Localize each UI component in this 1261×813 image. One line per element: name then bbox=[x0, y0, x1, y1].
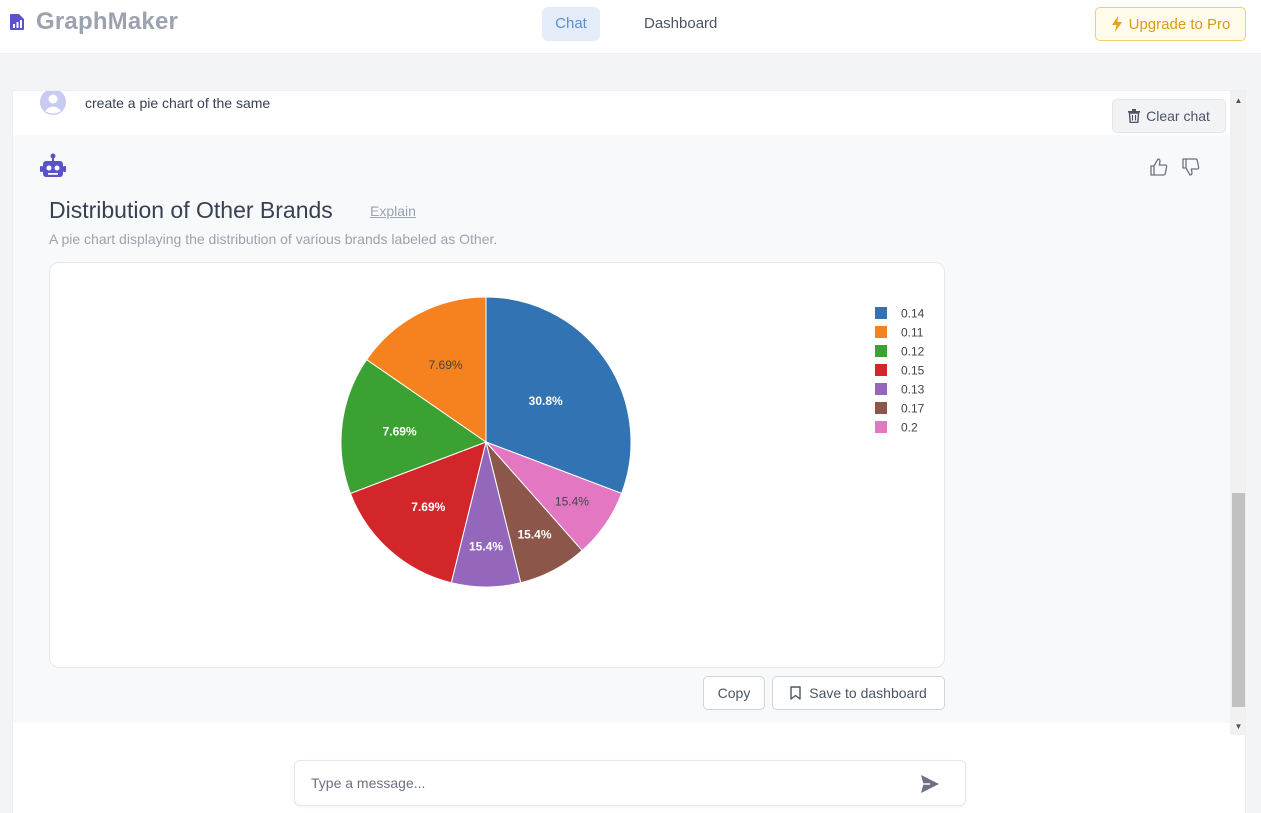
bot-message: Distribution of Other Brands Explain A p… bbox=[13, 135, 1230, 723]
message-input[interactable] bbox=[295, 761, 905, 805]
chart-title: Distribution of Other Brands bbox=[49, 197, 333, 223]
legend-swatch-0.12[interactable] bbox=[875, 345, 887, 357]
pie-label-0.15: 7.69% bbox=[411, 500, 445, 514]
legend-label-0.13[interactable]: 0.13 bbox=[901, 383, 925, 397]
pie-label-0.11: 7.69% bbox=[429, 358, 463, 372]
upgrade-button[interactable]: Upgrade to Pro bbox=[1095, 7, 1246, 41]
app-name: GraphMaker bbox=[36, 8, 179, 35]
lightning-icon bbox=[1111, 16, 1122, 32]
legend-swatch-0.14[interactable] bbox=[875, 307, 887, 319]
tab-dashboard[interactable]: Dashboard bbox=[644, 15, 718, 32]
clear-chat-label: Clear chat bbox=[1146, 108, 1210, 124]
pie-label-0.17: 15.4% bbox=[518, 527, 552, 541]
legend-swatch-0.2[interactable] bbox=[875, 421, 887, 433]
pie-chart[interactable]: 30.8% 15.4% 15.4% 15.4% 7.69% 7.69% 7.69% 0.14… bbox=[50, 263, 944, 667]
legend-label-0.2[interactable]: 0.2 bbox=[901, 421, 918, 435]
chart-card: 30.8% 15.4% 15.4% 15.4% 7.69% 7.69% 7.69% 0.14… bbox=[49, 262, 945, 668]
robot-icon bbox=[40, 153, 66, 177]
user-message: create a pie chart of the same bbox=[85, 95, 271, 111]
legend-label-0.11[interactable]: 0.11 bbox=[901, 326, 924, 340]
save-label: Save to dashboard bbox=[809, 685, 927, 701]
legend-swatch-0.11[interactable] bbox=[875, 326, 887, 338]
user-message-row: create a pie chart of the same Clear cha… bbox=[13, 91, 1230, 135]
bar-chart-icon bbox=[10, 14, 24, 30]
brand[interactable]: GraphMaker bbox=[8, 8, 178, 36]
legend-label-0.14[interactable]: 0.14 bbox=[901, 307, 925, 321]
legend-label-0.17[interactable]: 0.17 bbox=[901, 402, 925, 416]
thumbs-up-icon[interactable] bbox=[1149, 157, 1169, 177]
scroll-down-arrow[interactable]: ▼ bbox=[1234, 721, 1243, 731]
explain-link[interactable]: Explain bbox=[370, 203, 416, 219]
scrollbar[interactable]: ▲ ▼ bbox=[1230, 91, 1245, 735]
send-icon[interactable] bbox=[919, 773, 941, 795]
chat-panel: create a pie chart of the same Clear cha… bbox=[12, 90, 1246, 813]
legend-label-0.15[interactable]: 0.15 bbox=[901, 364, 925, 378]
chart-description: A pie chart displaying the distribution … bbox=[49, 231, 498, 247]
scroll-up-arrow[interactable]: ▲ bbox=[1234, 95, 1243, 105]
pie-slice-0.11[interactable] bbox=[365, 296, 487, 443]
user-avatar-icon bbox=[40, 91, 66, 115]
copy-button[interactable]: Copy bbox=[703, 676, 765, 710]
legend-swatch-0.15[interactable] bbox=[875, 364, 887, 376]
bookmark-icon bbox=[790, 686, 801, 700]
pie-label-0.14: 30.8% bbox=[529, 394, 563, 408]
pie-slice-0.12[interactable] bbox=[340, 358, 488, 495]
pie-label-0.2: 15.4% bbox=[555, 494, 589, 508]
message-bar bbox=[294, 760, 966, 806]
scroll-thumb[interactable] bbox=[1232, 493, 1245, 707]
legend-label-0.12[interactable]: 0.12 bbox=[901, 345, 925, 359]
pie-slice-0.15[interactable] bbox=[349, 441, 487, 584]
legend-swatch-0.17[interactable] bbox=[875, 402, 887, 414]
thumbs-down-icon[interactable] bbox=[1181, 157, 1201, 177]
pie-label-0.13: 15.4% bbox=[469, 539, 503, 553]
copy-label: Copy bbox=[717, 685, 751, 701]
clear-chat-button[interactable]: Clear chat bbox=[1112, 99, 1226, 133]
tab-chat[interactable]: Chat bbox=[542, 7, 600, 41]
save-to-dashboard-button[interactable]: Save to dashboard bbox=[772, 676, 945, 710]
trash-icon bbox=[1128, 109, 1141, 123]
pie-slice-0.14[interactable] bbox=[485, 296, 632, 495]
legend-swatch-0.13[interactable] bbox=[875, 383, 887, 395]
top-bar: GraphMaker Chat Dashboard Upgrade to Pro bbox=[0, 0, 1261, 54]
upgrade-label: Upgrade to Pro bbox=[1128, 15, 1231, 33]
pie-label-0.12: 7.69% bbox=[383, 425, 417, 439]
